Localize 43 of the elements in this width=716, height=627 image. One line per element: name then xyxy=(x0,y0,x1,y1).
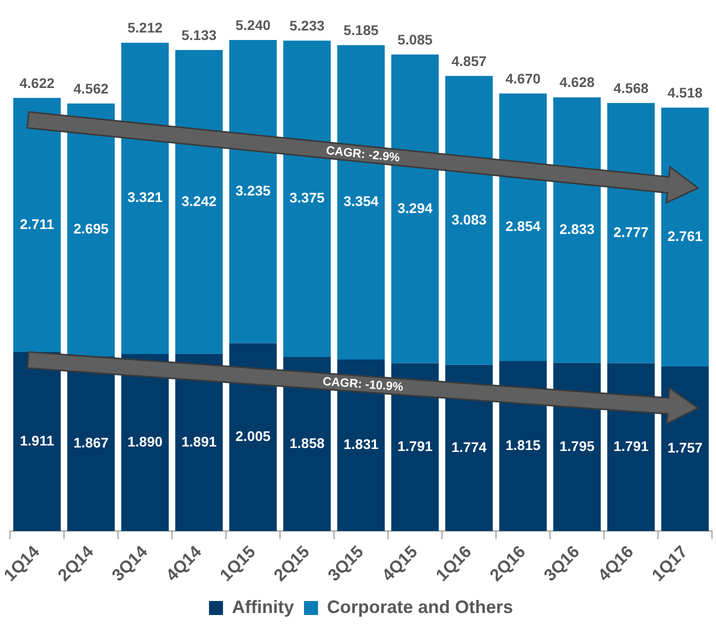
total-label: 4.562 xyxy=(73,80,109,96)
total-label: 5.185 xyxy=(343,22,379,38)
data-label: 3.242 xyxy=(181,192,217,209)
total-label: 5.233 xyxy=(289,18,325,34)
data-label: 2.695 xyxy=(73,220,109,237)
annotation: CAGR: -10.9% xyxy=(322,374,404,394)
data-label: 1.757 xyxy=(667,440,703,456)
total-label: 4.857 xyxy=(451,52,487,69)
data-label: 2.854 xyxy=(505,218,541,234)
data-label: 1.815 xyxy=(505,436,541,453)
data-label: 1.791 xyxy=(613,438,649,454)
total-label: 5.085 xyxy=(397,31,433,48)
total-label: 5.133 xyxy=(181,26,217,43)
data-label: 3.321 xyxy=(127,189,163,206)
data-label: 3.375 xyxy=(289,190,325,206)
data-label: 1.831 xyxy=(343,436,379,452)
data-label: 1.891 xyxy=(181,433,217,450)
legend-label: Affinity xyxy=(232,596,294,617)
data-label: 2.833 xyxy=(559,221,595,237)
data-label: 2.777 xyxy=(613,224,649,240)
data-label: 1.858 xyxy=(289,434,325,451)
data-label: 1.791 xyxy=(397,438,433,454)
data-label: 3.083 xyxy=(451,211,487,228)
data-label: 1.795 xyxy=(559,438,595,454)
data-label: 1.774 xyxy=(451,438,487,455)
data-label: 1.867 xyxy=(73,434,109,451)
total-label: 4.628 xyxy=(559,74,595,90)
data-label: 1.890 xyxy=(127,433,163,450)
data-label: 2.005 xyxy=(235,428,271,444)
total-label: 4.622 xyxy=(19,74,55,91)
data-label: 1.911 xyxy=(20,432,54,448)
data-label: 3.235 xyxy=(235,182,271,198)
data-label: 3.354 xyxy=(343,193,379,210)
data-label: 3.294 xyxy=(397,200,433,216)
total-label: 4.670 xyxy=(505,70,541,86)
data-label: 2.761 xyxy=(667,228,703,244)
annotation: CAGR: -2.9% xyxy=(325,143,401,165)
total-label: 4.518 xyxy=(667,84,703,101)
total-label: 5.212 xyxy=(127,20,163,36)
data-label: 2.711 xyxy=(20,216,54,232)
legend-label: Corporate and Others xyxy=(326,596,514,617)
total-label: 5.240 xyxy=(235,16,271,33)
total-label: 4.568 xyxy=(613,80,649,96)
